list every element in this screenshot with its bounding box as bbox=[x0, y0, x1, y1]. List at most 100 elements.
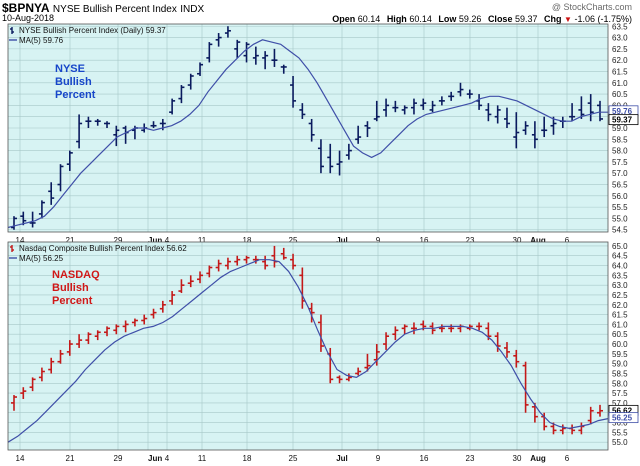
watermark: @ StockCharts.com bbox=[551, 2, 632, 12]
nasdaq-ohlc-bar bbox=[159, 300, 166, 313]
nasdaq-ohlc-bar bbox=[85, 332, 92, 345]
nasdaq-ohlc-bar bbox=[587, 406, 594, 425]
nasdaq-ohlc-bar bbox=[476, 322, 483, 331]
nasdaq-ohlc-bar bbox=[197, 271, 204, 284]
nyse-ohlc-bar bbox=[569, 103, 576, 122]
nasdaq-ohlc-bar bbox=[57, 349, 64, 364]
nasdaq-price-tag-box bbox=[608, 412, 639, 424]
nyse-ohlc-bar bbox=[234, 39, 241, 58]
nasdaq-x-tick-label: 25 bbox=[289, 454, 298, 463]
nasdaq-x-tick-label: 30 bbox=[513, 454, 522, 463]
nyse-x-tick-label: 11 bbox=[198, 236, 207, 245]
nasdaq-y-tick-label: 58.5 bbox=[612, 369, 628, 378]
nyse-x-tick-label: 4 bbox=[165, 236, 170, 245]
nyse-ohlc-bar bbox=[531, 121, 538, 149]
nyse-x-tick-label: 9 bbox=[376, 236, 381, 245]
nasdaq-y-tick-label: 61.0 bbox=[612, 320, 628, 329]
nyse-ohlc-bar bbox=[113, 125, 120, 147]
nasdaq-x-tick-label: 16 bbox=[420, 454, 429, 463]
nyse-ohlc-bar bbox=[373, 100, 380, 122]
nyse-ohlc-bar bbox=[541, 116, 548, 138]
high-label: High bbox=[386, 14, 407, 24]
nasdaq-x-tick-label: Jul bbox=[336, 454, 348, 463]
nyse-x-tick-label: 18 bbox=[243, 236, 252, 245]
index-name: NYSE Bullish Percent Index bbox=[52, 4, 177, 15]
nasdaq-x-tick-label: Aug bbox=[530, 454, 546, 463]
nyse-y-tick-label: 59.0 bbox=[612, 124, 628, 133]
nasdaq-price-tag-label: 56.25 bbox=[612, 414, 633, 423]
down-arrow-icon: ▼ bbox=[564, 15, 572, 24]
nyse-y-tick-label: 56.0 bbox=[612, 192, 628, 201]
nyse-annotation-line: NYSE bbox=[55, 63, 85, 75]
nyse-ohlc-bar bbox=[11, 216, 17, 230]
nyse-ohlc-bar bbox=[494, 105, 501, 124]
nyse-ohlc-bar bbox=[383, 98, 390, 117]
nasdaq-ohlc-bar bbox=[104, 326, 111, 337]
nyse-x-tick-label: 29 bbox=[114, 236, 123, 245]
nasdaq-y-tick-label: 57.5 bbox=[612, 389, 628, 398]
nasdaq-ohlc-bar bbox=[169, 291, 176, 305]
nasdaq-ohlc-bar bbox=[355, 367, 362, 376]
nasdaq-x-tick-label: 4 bbox=[165, 454, 170, 463]
nasdaq-ohlc-bar bbox=[131, 318, 138, 327]
nyse-y-tick-label: 61.5 bbox=[612, 67, 628, 76]
nyse-ohlc-bar bbox=[66, 150, 73, 171]
nasdaq-ohlc-bar bbox=[206, 265, 213, 278]
nasdaq-x-tick-label: 11 bbox=[198, 454, 207, 463]
nasdaq-ohlc-bar bbox=[29, 377, 36, 392]
nyse-ohlc-bar bbox=[29, 211, 36, 228]
nyse-ohlc-bar bbox=[262, 51, 269, 70]
nasdaq-x-tick-label: 6 bbox=[565, 454, 570, 463]
nasdaq-annotation-line: NASDAQ bbox=[52, 269, 100, 281]
nasdaq-ohlc-bar bbox=[262, 255, 269, 270]
nasdaq-ohlc-bar bbox=[401, 324, 408, 335]
nasdaq-ohlc-bar bbox=[66, 340, 73, 356]
nyse-ohlc-bar bbox=[280, 64, 287, 74]
nyse-ohlc-bar bbox=[57, 164, 64, 192]
nasdaq-x-tick-label: 9 bbox=[376, 454, 381, 463]
nasdaq-x-tick-label: 18 bbox=[243, 454, 252, 463]
nasdaq-y-tick-label: 59.0 bbox=[612, 360, 628, 369]
nyse-annotation-line: Percent bbox=[55, 89, 96, 101]
nasdaq-ohlc-bar bbox=[290, 253, 297, 270]
nasdaq-x-tick-label: 29 bbox=[114, 454, 123, 463]
nyse-ohlc-bar bbox=[178, 85, 185, 104]
nyse-ohlc-bar bbox=[104, 121, 111, 128]
nasdaq-legend: Nasdaq Composite Bullish Percent Index 5… bbox=[9, 244, 187, 263]
nyse-ohlc-bar bbox=[271, 48, 278, 67]
nasdaq-plot-border bbox=[7, 241, 609, 451]
nyse-ohlc-bar bbox=[85, 116, 92, 128]
nasdaq-ohlc-bar bbox=[531, 402, 538, 423]
nyse-x-tick-label: 6 bbox=[565, 236, 570, 245]
nasdaq-ohlc-bar bbox=[494, 332, 501, 352]
nasdaq-x-tick-label: 21 bbox=[66, 454, 75, 463]
nyse-y-tick-label: 56.5 bbox=[612, 181, 628, 190]
nasdaq-y-tick-label: 63.5 bbox=[612, 271, 628, 280]
nyse-y-tick-label: 61.0 bbox=[612, 79, 628, 88]
nyse-y-tick-label: 57.5 bbox=[612, 158, 628, 167]
nyse-ohlc-bar bbox=[169, 98, 176, 115]
nasdaq-ohlc-bar bbox=[559, 424, 566, 435]
nasdaq-ma5-line bbox=[7, 259, 609, 443]
nasdaq-ohlc-bar bbox=[11, 395, 17, 411]
nyse-ohlc-bar bbox=[485, 103, 492, 122]
chg-label: Chg bbox=[544, 14, 562, 24]
nyse-ohlc-bar bbox=[597, 100, 603, 122]
nyse-ohlc-bar bbox=[438, 96, 445, 106]
nyse-ma5-line bbox=[7, 39, 608, 229]
nyse-y-tick-label: 62.0 bbox=[612, 56, 628, 65]
nasdaq-x-tick-label: 14 bbox=[16, 454, 25, 463]
nasdaq-y-tick-label: 57.0 bbox=[612, 399, 628, 408]
nyse-x-tick-label: Aug bbox=[530, 236, 546, 245]
nasdaq-annotation-line: Percent bbox=[52, 295, 93, 307]
nyse-ohlc-bar bbox=[20, 211, 27, 226]
nyse-x-tick-label: 16 bbox=[420, 236, 429, 245]
nasdaq-y-tick-label: 55.0 bbox=[612, 438, 628, 447]
close-label: Close bbox=[487, 14, 513, 24]
nyse-ohlc-bar bbox=[457, 82, 464, 97]
nyse-ohlc-bar bbox=[503, 107, 510, 128]
nasdaq-ohlc-bar bbox=[392, 326, 399, 341]
symbol-line: $BPNYA NYSE Bullish Percent Index INDX bbox=[2, 1, 204, 15]
